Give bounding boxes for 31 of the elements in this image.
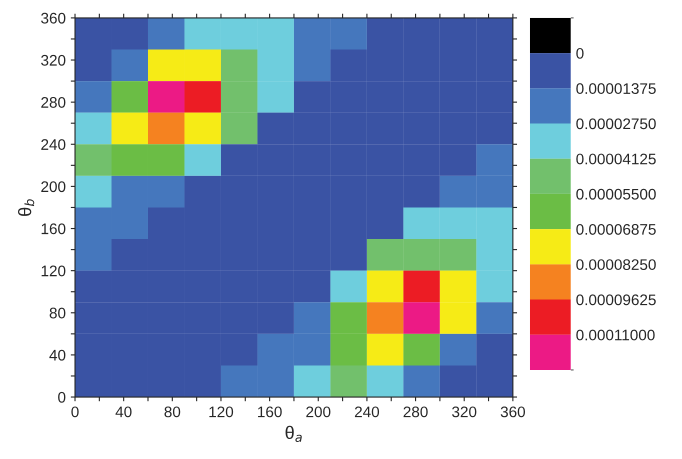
- x-axis-title: θ$_{a}$: [286, 426, 302, 442]
- y-tick-label: 120: [42, 266, 66, 276]
- y-axis-title: θ$_{b}$: [18, 199, 34, 216]
- x-tick-label: 240: [354, 406, 380, 418]
- color-bar-label: 0.00005500: [576, 188, 656, 200]
- color-bar-label: 0.00006875: [576, 224, 656, 235]
- x-tick-label: 360: [500, 406, 526, 418]
- y-tick-label: 160: [42, 223, 66, 234]
- color-bar-label: 0.00002750: [576, 118, 656, 130]
- x-tick-label: 40: [116, 406, 132, 418]
- color-bar-label: 0.00001375: [576, 83, 656, 94]
- x-tick-label: 0: [71, 406, 79, 418]
- y-tick-label: 40: [49, 350, 66, 361]
- color-bar-label: 0.00009625: [576, 294, 656, 306]
- y-tick-label: 200: [41, 181, 66, 192]
- color-bar-label: 0: [576, 48, 584, 59]
- x-tick-label: 120: [209, 406, 234, 418]
- y-tick-label: 80: [50, 308, 66, 318]
- y-tick-label: 240: [41, 139, 66, 150]
- color-bar-label: 0.00004125: [576, 154, 656, 164]
- color-bar-label: 0.00008250: [576, 259, 656, 270]
- y-tick-label: 280: [41, 97, 66, 108]
- x-tick-label: 160: [258, 406, 282, 418]
- y-tick-label: 320: [41, 54, 66, 66]
- x-tick-label: 320: [452, 406, 476, 418]
- color-bar-label: 0.00011000: [576, 330, 655, 340]
- y-tick-label: 0: [58, 392, 66, 403]
- x-tick-label: 80: [164, 406, 180, 418]
- x-tick-label: 280: [404, 406, 428, 418]
- y-tick-label: 360: [41, 12, 66, 24]
- x-tick-label: 200: [306, 406, 330, 418]
